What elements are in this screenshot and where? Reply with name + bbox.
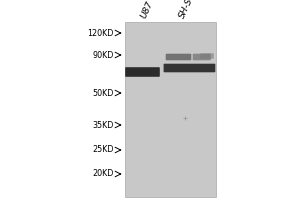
Text: 20KD: 20KD (92, 170, 113, 178)
FancyBboxPatch shape (125, 67, 160, 77)
Text: 25KD: 25KD (92, 146, 113, 154)
Text: 120KD: 120KD (87, 28, 113, 38)
Text: U87: U87 (139, 0, 155, 20)
FancyBboxPatch shape (200, 53, 214, 59)
Text: 50KD: 50KD (92, 88, 113, 98)
FancyBboxPatch shape (193, 54, 211, 60)
Text: 35KD: 35KD (92, 120, 113, 130)
Text: 90KD: 90KD (92, 50, 113, 60)
FancyBboxPatch shape (164, 64, 215, 72)
FancyBboxPatch shape (166, 54, 191, 60)
Bar (124, 22, 216, 197)
Text: SH-SY5Y: SH-SY5Y (178, 0, 202, 20)
